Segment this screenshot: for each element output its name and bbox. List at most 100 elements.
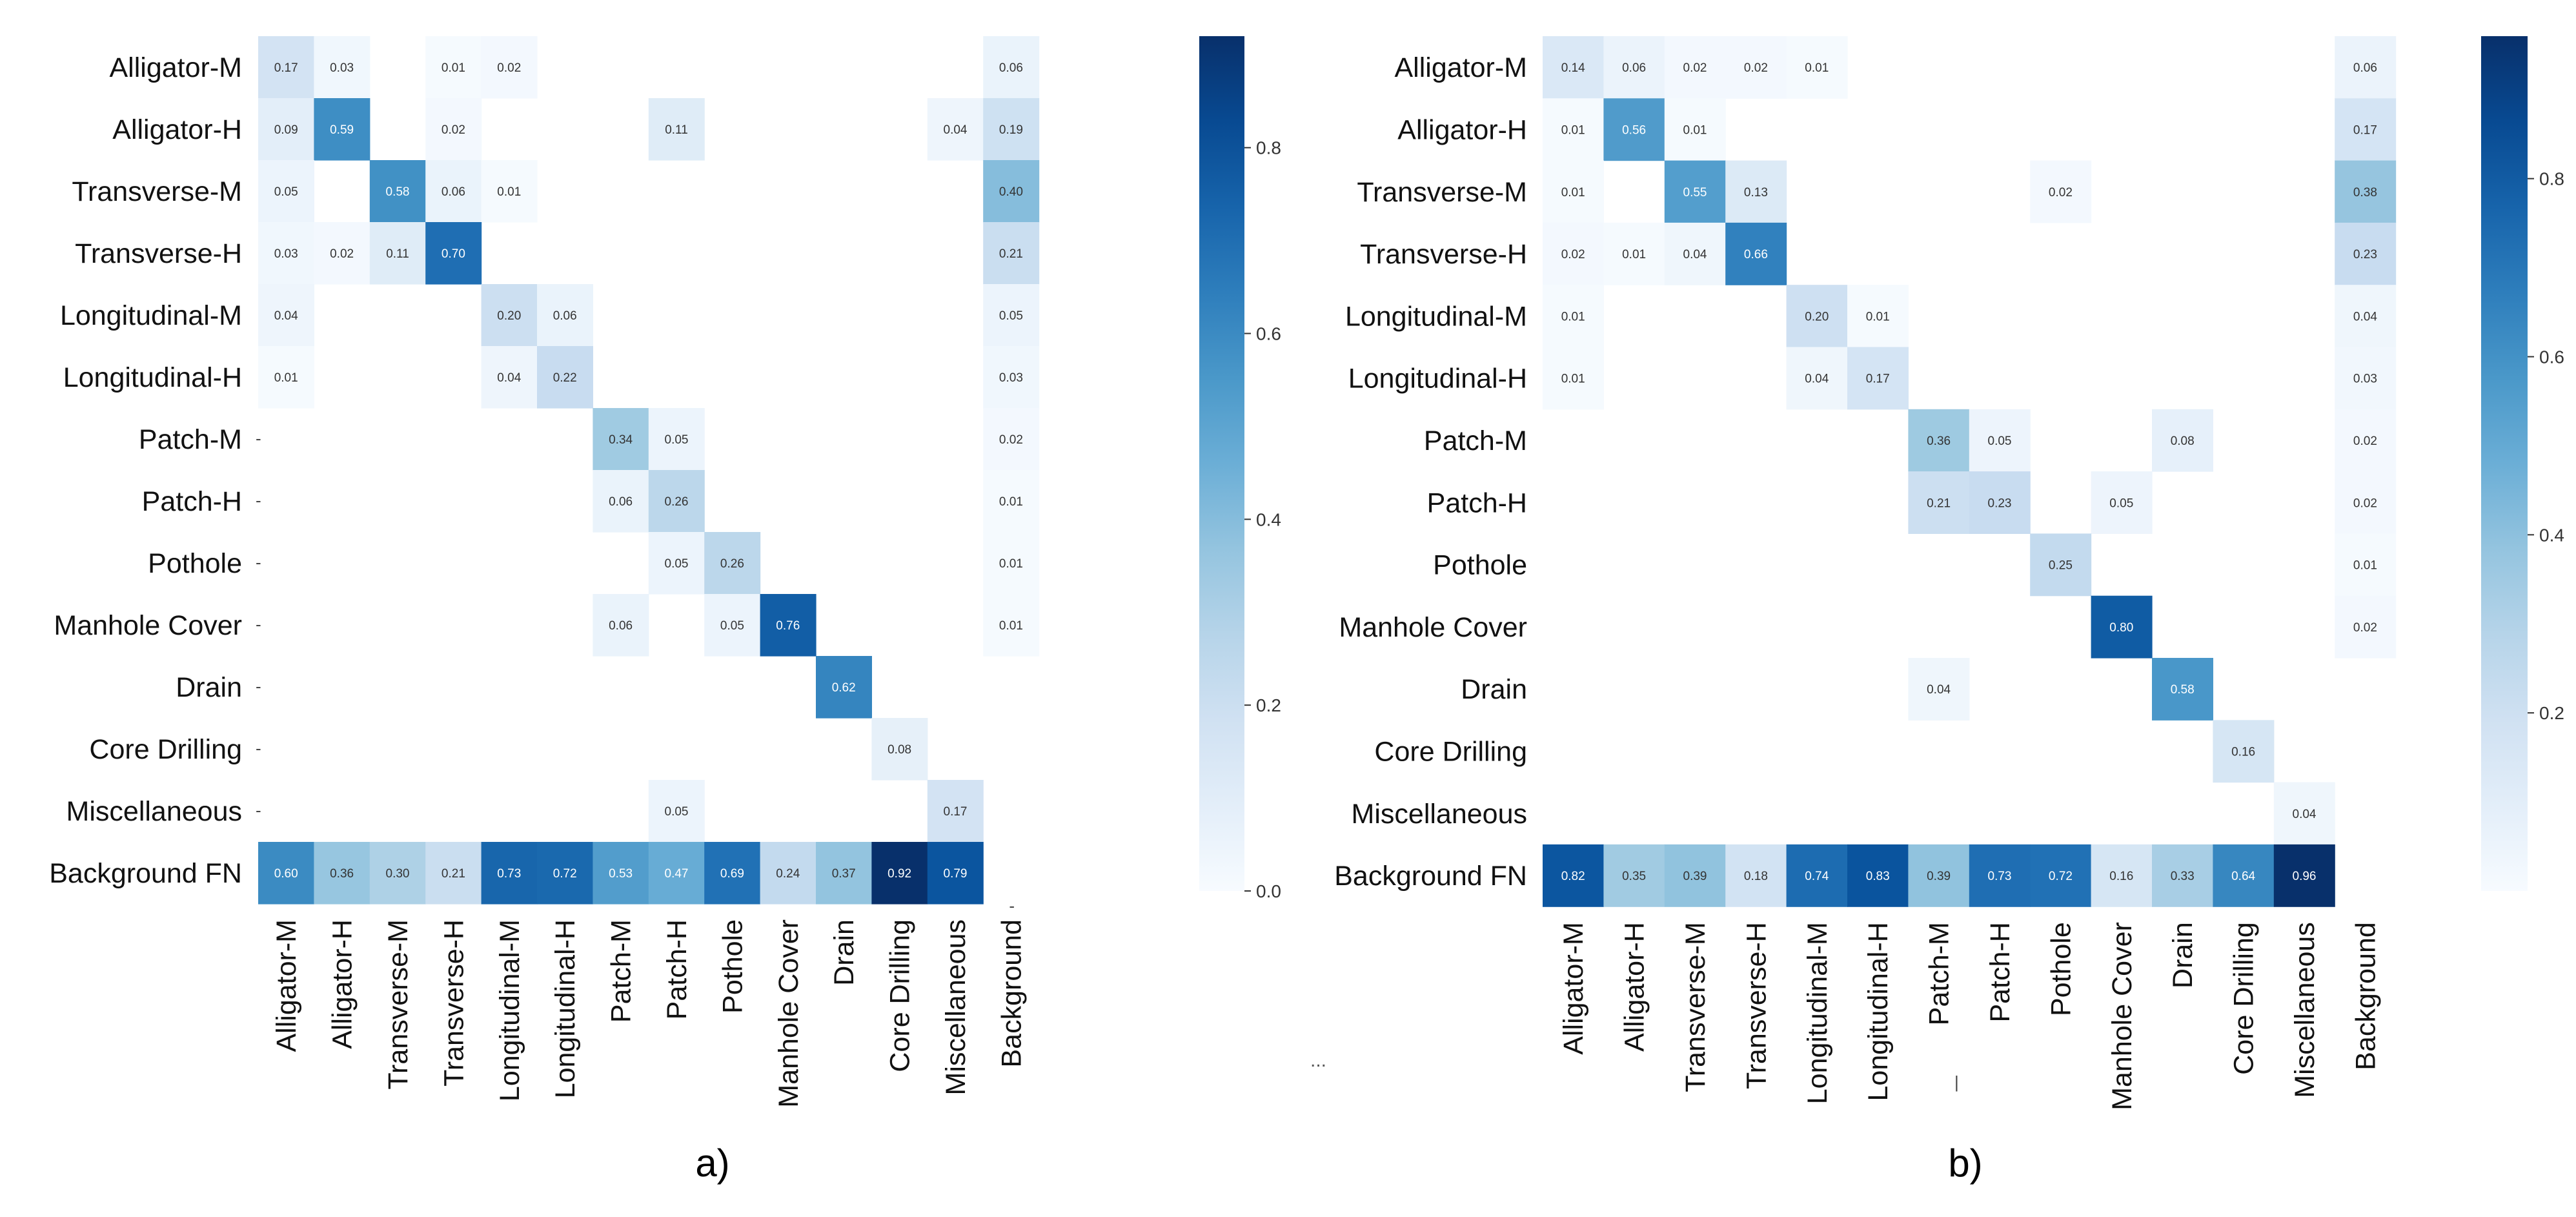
col-label-b-7: Patch-H bbox=[1985, 922, 2016, 1022]
cell-value-a-r13-c0: 0.60 bbox=[274, 867, 298, 881]
cell-b-r0-c13 bbox=[2335, 36, 2397, 99]
cell-b-r5-c5 bbox=[1847, 347, 1909, 410]
cell-value-b-r4-c0: 0.01 bbox=[1561, 310, 1585, 323]
cell-b-r6-c10 bbox=[2152, 409, 2213, 472]
cell-a-r5-c5 bbox=[537, 346, 593, 409]
cell-b-r3-c2 bbox=[1664, 222, 1726, 285]
cell-value-b-r3-c0: 0.02 bbox=[1561, 248, 1585, 261]
cell-value-b-r2-c8: 0.02 bbox=[2049, 186, 2073, 199]
stray-tick-mark: | bbox=[1954, 1072, 1959, 1092]
cell-b-r13-c8 bbox=[2030, 844, 2092, 907]
col-label-b-13: Background bbox=[2350, 922, 2381, 1070]
cell-value-a-r7-c6: 0.06 bbox=[609, 495, 633, 509]
col-label-b-8: Pothole bbox=[2045, 922, 2076, 1016]
cell-value-a-r6-c13: 0.02 bbox=[999, 433, 1023, 447]
cell-b-r6-c7 bbox=[1969, 409, 2031, 472]
cell-b-r3-c0 bbox=[1543, 222, 1604, 285]
cell-value-b-r13-c8: 0.72 bbox=[2049, 870, 2073, 883]
row-label-a-8: Pothole bbox=[148, 548, 242, 579]
cell-a-r9-c8 bbox=[704, 594, 761, 657]
cell-value-a-r11-c11: 0.08 bbox=[887, 743, 911, 757]
cell-b-r13-c5 bbox=[1847, 844, 1909, 907]
row-label-a-0: Alligator-M bbox=[110, 52, 243, 83]
cell-a-r1-c1 bbox=[314, 98, 370, 161]
row-label-a-4: Longitudinal-M bbox=[60, 300, 242, 331]
heatmap-panel-a: 0.17 0.03 0.01 0.02 0.06 0.09 0.59 0.02 0.11 0.04… bbox=[49, 36, 1281, 1185]
cell-value-a-r8-c7: 0.05 bbox=[665, 557, 689, 571]
cell-value-b-r6-c7: 0.05 bbox=[1988, 435, 2012, 448]
cell-a-r3-c1 bbox=[314, 222, 370, 285]
cell-a-r4-c0 bbox=[258, 284, 314, 347]
cell-value-b-r3-c3: 0.66 bbox=[1744, 248, 1768, 261]
cell-value-a-r13-c8: 0.69 bbox=[720, 867, 744, 881]
cell-value-a-r5-c5: 0.22 bbox=[553, 371, 577, 385]
panel-label-a: a) bbox=[695, 1141, 729, 1185]
cell-value-a-r5-c4: 0.04 bbox=[497, 371, 521, 385]
cell-a-r1-c3 bbox=[425, 98, 482, 161]
cell-value-a-r4-c5: 0.06 bbox=[553, 309, 577, 323]
col-label-a-10: Drain bbox=[829, 919, 860, 986]
cell-a-r4-c4 bbox=[481, 284, 538, 347]
row-label-a-12: Miscellaneous bbox=[66, 796, 242, 827]
col-label-b-4: Longitudinal-M bbox=[1802, 922, 1833, 1104]
row-dash-a-11: - bbox=[256, 739, 261, 758]
cell-value-a-r4-c13: 0.05 bbox=[999, 309, 1023, 323]
colorbar-tick-label-a-3: 0.6 bbox=[1256, 324, 1281, 344]
col-label-a-8: Pothole bbox=[717, 919, 748, 1014]
cell-b-r13-c0 bbox=[1543, 844, 1604, 907]
row-label-a-3: Transverse-H bbox=[75, 238, 242, 269]
cell-a-r7-c13 bbox=[983, 470, 1040, 533]
cell-value-b-r4-c13: 0.04 bbox=[2353, 310, 2377, 323]
cell-value-b-r13-c4: 0.74 bbox=[1805, 870, 1829, 883]
row-dash-a-12: - bbox=[256, 801, 261, 820]
cell-a-r6-c7 bbox=[648, 408, 705, 471]
colorbar-tick-label-a-1: 0.2 bbox=[1256, 695, 1281, 715]
cell-value-b-r7-c13: 0.02 bbox=[2353, 496, 2377, 510]
row-label-a-6: Patch-M bbox=[139, 424, 242, 455]
cell-a-r12-c12 bbox=[927, 780, 984, 843]
cell-value-a-r1-c7: 0.11 bbox=[665, 123, 688, 137]
row-label-a-1: Alligator-H bbox=[112, 114, 242, 145]
cell-b-r2-c8 bbox=[2030, 160, 2092, 223]
cell-b-r13-c12 bbox=[2273, 844, 2335, 907]
cell-value-a-r0-c3: 0.01 bbox=[441, 61, 465, 75]
cell-value-a-r0-c1: 0.03 bbox=[330, 61, 354, 75]
col-label-b-9: Manhole Cover bbox=[2107, 922, 2138, 1110]
cell-value-b-r6-c10: 0.08 bbox=[2171, 435, 2195, 448]
cell-value-a-r2-c13: 0.40 bbox=[999, 185, 1023, 199]
cell-a-r1-c13 bbox=[983, 98, 1040, 161]
cell-b-r4-c5 bbox=[1847, 285, 1909, 348]
cell-value-b-r0-c1: 0.06 bbox=[1622, 61, 1646, 75]
cell-value-a-r13-c6: 0.53 bbox=[609, 867, 633, 881]
cell-value-a-r1-c3: 0.02 bbox=[441, 123, 465, 137]
cell-value-a-r2-c2: 0.58 bbox=[386, 185, 410, 199]
row-label-a-10: Drain bbox=[176, 672, 242, 703]
cell-value-a-r5-c0: 0.01 bbox=[274, 371, 298, 385]
cell-value-b-r0-c0: 0.14 bbox=[1561, 61, 1585, 75]
cell-value-b-r13-c5: 0.83 bbox=[1866, 870, 1890, 883]
cell-value-b-r13-c7: 0.73 bbox=[1988, 870, 2012, 883]
cell-b-r7-c6 bbox=[1908, 471, 1970, 534]
cell-a-r13-c1 bbox=[314, 842, 370, 905]
cell-value-b-r3-c1: 0.01 bbox=[1622, 248, 1646, 261]
cell-value-a-r13-c9: 0.24 bbox=[776, 867, 800, 881]
cell-value-b-r2-c0: 0.01 bbox=[1561, 186, 1585, 199]
cell-value-a-r1-c12: 0.04 bbox=[944, 123, 968, 137]
cell-value-a-r12-c12: 0.17 bbox=[944, 805, 968, 819]
cell-value-a-r13-c4: 0.73 bbox=[497, 867, 521, 881]
cell-value-a-r8-c8: 0.26 bbox=[720, 557, 744, 571]
cell-value-b-r10-c10: 0.58 bbox=[2171, 683, 2195, 697]
cell-a-r4-c13 bbox=[983, 284, 1040, 347]
cell-value-a-r13-c7: 0.47 bbox=[665, 867, 689, 881]
cell-value-a-r12-c7: 0.05 bbox=[665, 805, 689, 819]
cell-b-r11-c11 bbox=[2213, 720, 2275, 783]
cell-b-r4-c0 bbox=[1543, 285, 1604, 348]
cell-b-r5-c13 bbox=[2335, 347, 2397, 410]
cell-value-a-r3-c0: 0.03 bbox=[274, 247, 298, 261]
cell-a-r13-c12 bbox=[927, 842, 984, 905]
cell-value-b-r0-c2: 0.02 bbox=[1683, 61, 1707, 75]
colorbar-tick-label-b-1: 0.4 bbox=[2539, 525, 2564, 545]
cell-value-b-r1-c2: 0.01 bbox=[1683, 123, 1707, 137]
row-label-b-11: Core Drilling bbox=[1374, 736, 1527, 767]
